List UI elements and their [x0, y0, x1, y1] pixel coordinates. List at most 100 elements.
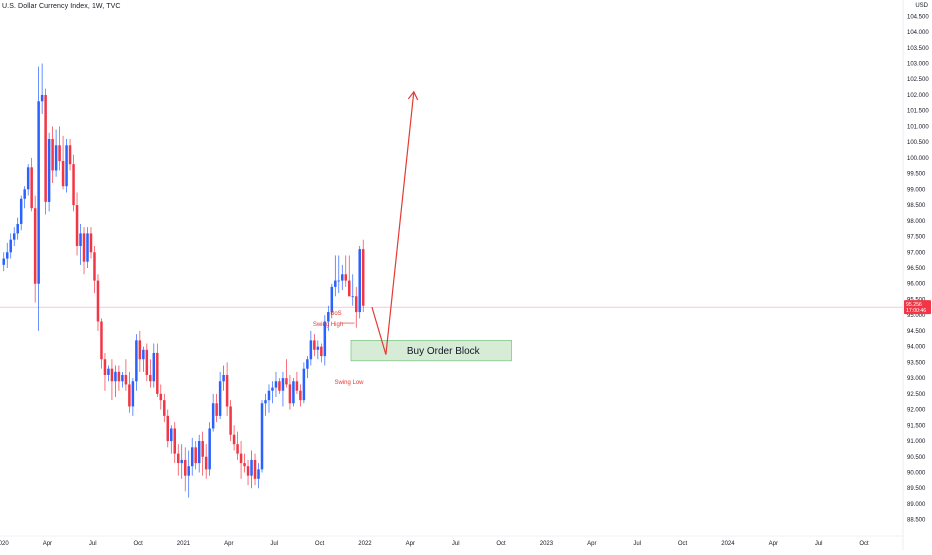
- x-tick-label: Oct: [678, 541, 688, 547]
- y-tick-label: 101.500: [907, 109, 929, 115]
- y-tick-label: 93.500: [907, 360, 926, 366]
- candle-body: [246, 466, 250, 476]
- y-tick-label: 104.500: [907, 14, 929, 20]
- candle-body: [9, 239, 12, 253]
- candle-body: [278, 381, 281, 391]
- candle-body: [170, 428, 173, 442]
- order-block-label: Buy Order Block: [407, 346, 481, 357]
- x-tick-label: Oct: [496, 541, 506, 547]
- candle-body: [96, 280, 100, 322]
- candle-body: [334, 280, 337, 287]
- candle-body: [2, 258, 5, 265]
- candle-body: [5, 252, 9, 259]
- y-tick-label: 98.000: [907, 219, 926, 225]
- y-tick-label: 96.500: [907, 266, 926, 272]
- candle-body: [229, 406, 232, 435]
- y-tick-label: 91.500: [907, 423, 926, 429]
- chart-title: U.S. Dollar Currency Index, 1W, TVC: [2, 3, 121, 10]
- candle-body: [61, 161, 65, 187]
- candle-body: [354, 296, 358, 313]
- candle-body: [361, 249, 365, 306]
- y-tick-label: 100.500: [907, 140, 929, 146]
- candle-body: [12, 233, 16, 240]
- candle-body: [23, 189, 26, 199]
- y-tick-label: 104.000: [907, 30, 929, 36]
- y-tick-label: 88.500: [907, 518, 926, 524]
- candle-body: [232, 434, 236, 445]
- candle-body: [218, 381, 222, 416]
- y-tick-label: 96.000: [907, 282, 926, 288]
- candle-body: [124, 374, 128, 385]
- y-tick-label: 103.500: [907, 46, 929, 52]
- candle-body: [26, 167, 30, 190]
- candle-body: [215, 403, 218, 416]
- y-tick-label: 97.500: [907, 235, 926, 241]
- candle-body: [208, 428, 211, 470]
- candle-body: [40, 94, 44, 102]
- candle-body: [100, 321, 103, 360]
- x-tick-label: Jul: [270, 541, 278, 547]
- candle-body: [316, 346, 320, 350]
- candle-body: [68, 145, 72, 165]
- candle-body: [33, 208, 37, 284]
- candle-body: [54, 145, 58, 171]
- candle-body: [243, 463, 246, 467]
- candle-body: [16, 223, 19, 234]
- candle-body: [236, 444, 239, 454]
- y-tick-label: 102.000: [907, 93, 929, 99]
- bos-label: BoS: [330, 311, 341, 317]
- last-price-value: 95.256: [906, 302, 922, 308]
- y-tick-label: 97.000: [907, 250, 926, 256]
- x-tick-label: Apr: [43, 541, 52, 547]
- candle-body: [267, 390, 271, 401]
- y-tick-label: 89.000: [907, 502, 926, 508]
- y-tick-label: 98.500: [907, 203, 926, 209]
- candle-body: [75, 205, 79, 246]
- candle-body: [309, 340, 313, 360]
- y-tick-label: 92.000: [907, 408, 926, 414]
- x-tick-label: 2021: [177, 541, 191, 547]
- candle-body: [313, 340, 316, 350]
- candle-body: [107, 368, 110, 375]
- y-tick-label: 99.000: [907, 187, 926, 193]
- x-tick-label: 2020: [0, 541, 9, 547]
- swing-low-label: Swing Low: [334, 380, 364, 386]
- candle-body: [117, 371, 121, 382]
- currency-label: USD: [915, 3, 928, 9]
- candle-body: [65, 145, 68, 187]
- y-tick-label: 103.000: [907, 61, 929, 67]
- candle-body: [37, 101, 40, 284]
- candle-body: [89, 233, 93, 253]
- candle-body: [44, 94, 47, 202]
- candle-body: [222, 374, 225, 382]
- y-tick-label: 99.500: [907, 172, 926, 178]
- candle-body: [341, 274, 344, 281]
- candle-body: [320, 346, 323, 357]
- y-tick-label: 94.500: [907, 329, 926, 335]
- candle-body: [271, 387, 274, 391]
- candle-body: [327, 312, 330, 322]
- candle-body: [348, 280, 351, 297]
- candle-body: [51, 139, 54, 171]
- candle-body: [299, 390, 302, 401]
- candle-body: [93, 252, 96, 281]
- candle-body: [253, 459, 257, 479]
- candle-body: [239, 453, 243, 464]
- x-tick-label: Apr: [769, 541, 778, 547]
- candle-body: [114, 371, 117, 382]
- x-tick-label: Jul: [452, 541, 460, 547]
- candle-body: [159, 393, 163, 401]
- candle-body: [292, 381, 295, 404]
- x-tick-label: 2024: [721, 541, 735, 547]
- candle-body: [281, 378, 285, 391]
- bar-countdown: 17:00:46: [906, 308, 926, 314]
- candle-body: [156, 352, 159, 394]
- x-tick-label: Oct: [859, 541, 869, 547]
- candle-body: [197, 441, 201, 464]
- candle-body: [351, 296, 354, 298]
- candle-body: [145, 349, 149, 375]
- candle-body: [138, 340, 142, 360]
- candle-body: [358, 249, 361, 313]
